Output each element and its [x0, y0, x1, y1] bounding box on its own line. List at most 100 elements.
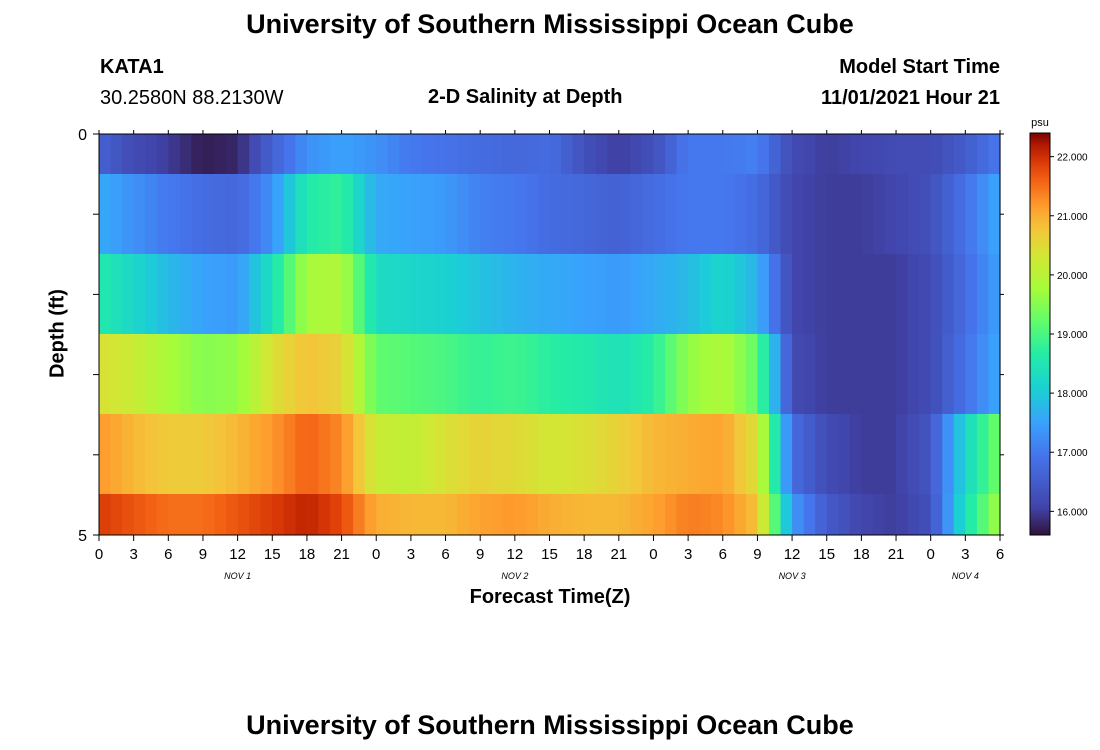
heatmap-cell — [399, 254, 412, 334]
heatmap-cell — [399, 414, 412, 494]
heatmap-cell — [283, 254, 296, 334]
heatmap-cell — [491, 334, 504, 414]
heatmap-cell — [122, 174, 135, 254]
heatmap-cell — [226, 254, 239, 334]
heatmap-cell — [295, 494, 308, 535]
heatmap-cell — [122, 254, 135, 334]
heatmap-cell — [330, 254, 343, 334]
heatmap-cell — [699, 174, 712, 254]
heatmap-cell — [584, 134, 597, 174]
heatmap-cell — [387, 254, 400, 334]
heatmap-cell — [676, 174, 689, 254]
heatmap-cell — [630, 494, 643, 535]
colorbar-tick-label: 19.000 — [1057, 330, 1088, 341]
heatmap-cell — [283, 414, 296, 494]
heatmap-cell — [665, 334, 678, 414]
heatmap-cell — [896, 174, 909, 254]
heatmap-cell — [561, 134, 574, 174]
heatmap-cell — [526, 174, 539, 254]
heatmap-cell — [249, 494, 262, 535]
heatmap-cell — [491, 134, 504, 174]
heatmap-cell — [722, 414, 735, 494]
heatmap-cell — [653, 134, 666, 174]
heatmap-cell — [930, 334, 943, 414]
heatmap-cell — [295, 334, 308, 414]
heatmap-cell — [387, 134, 400, 174]
heatmap-cell — [410, 334, 424, 414]
heatmap-cell — [168, 254, 181, 334]
heatmap-cell — [145, 414, 158, 494]
heatmap-cell — [179, 174, 193, 254]
heatmap-cell — [179, 334, 193, 414]
heatmap-cell — [953, 334, 966, 414]
heatmap-cell — [688, 414, 701, 494]
heatmap-cell — [433, 494, 447, 535]
heatmap-cell — [514, 334, 527, 414]
heatmap-cell — [318, 254, 331, 334]
heatmap-cell — [849, 254, 862, 334]
heatmap-cell — [283, 334, 296, 414]
heatmap-cell — [237, 254, 250, 334]
heatmap-cell — [699, 254, 712, 334]
heatmap-cell — [757, 174, 770, 254]
heatmap-cell — [722, 334, 735, 414]
heatmap-cell — [376, 254, 389, 334]
heatmap-cell — [768, 134, 782, 174]
heatmap-cell — [272, 174, 285, 254]
heatmap-cell — [156, 414, 169, 494]
heatmap-cell — [757, 134, 770, 174]
heatmap-cell — [745, 494, 759, 535]
heatmap-cell — [99, 254, 112, 334]
heatmap-cell — [110, 254, 123, 334]
heatmap-cell — [399, 334, 412, 414]
heatmap-cell — [457, 254, 470, 334]
heatmap-cell — [249, 134, 262, 174]
heatmap-cell — [641, 414, 655, 494]
heatmap-cell — [283, 134, 296, 174]
heatmap-cell — [445, 334, 458, 414]
heatmap-cell — [861, 254, 874, 334]
heatmap-cell — [976, 174, 990, 254]
heatmap-cell — [410, 174, 424, 254]
heatmap-cell — [318, 494, 331, 535]
heatmap-cell — [676, 494, 689, 535]
x-tick-label: 15 — [541, 546, 558, 563]
colorbar-tick-label: 16.000 — [1057, 507, 1088, 518]
heatmap-cell — [179, 134, 193, 174]
heatmap-cell — [422, 254, 435, 334]
heatmap-cell — [226, 334, 239, 414]
heatmap-cell — [133, 334, 146, 414]
heatmap-cell — [745, 414, 759, 494]
day-label: NOV 2 — [501, 571, 528, 581]
heatmap-cell — [491, 174, 504, 254]
heatmap-cell — [249, 174, 262, 254]
heatmap-cell — [480, 174, 493, 254]
heatmap-cell — [572, 414, 585, 494]
heatmap-cell — [861, 414, 874, 494]
heatmap-cell — [745, 334, 759, 414]
heatmap-cell — [757, 334, 770, 414]
heatmap-cell — [896, 494, 909, 535]
heatmap-cell — [607, 494, 620, 535]
heatmap-cell — [272, 414, 285, 494]
heatmap-cell — [433, 414, 447, 494]
heatmap-cell — [734, 254, 747, 334]
page-title: University of Southern Mississippi Ocean… — [246, 9, 854, 39]
heatmap-cell — [283, 494, 296, 535]
heatmap-cell — [942, 414, 955, 494]
heatmap-cell — [133, 134, 146, 174]
heatmap-cell — [803, 174, 816, 254]
heatmap-cell — [503, 414, 516, 494]
heatmap-cell — [330, 494, 343, 535]
heatmap-cell — [607, 174, 620, 254]
heatmap-cell — [99, 134, 112, 174]
heatmap-cell — [168, 174, 181, 254]
heatmap-cell — [179, 414, 193, 494]
heatmap-cell — [457, 334, 470, 414]
x-tick-label: 6 — [719, 546, 727, 563]
heatmap-cell — [618, 254, 631, 334]
heatmap-cell — [168, 334, 181, 414]
x-tick-label: 3 — [961, 546, 969, 563]
heatmap-cell — [549, 494, 562, 535]
x-tick-label: 9 — [199, 546, 207, 563]
